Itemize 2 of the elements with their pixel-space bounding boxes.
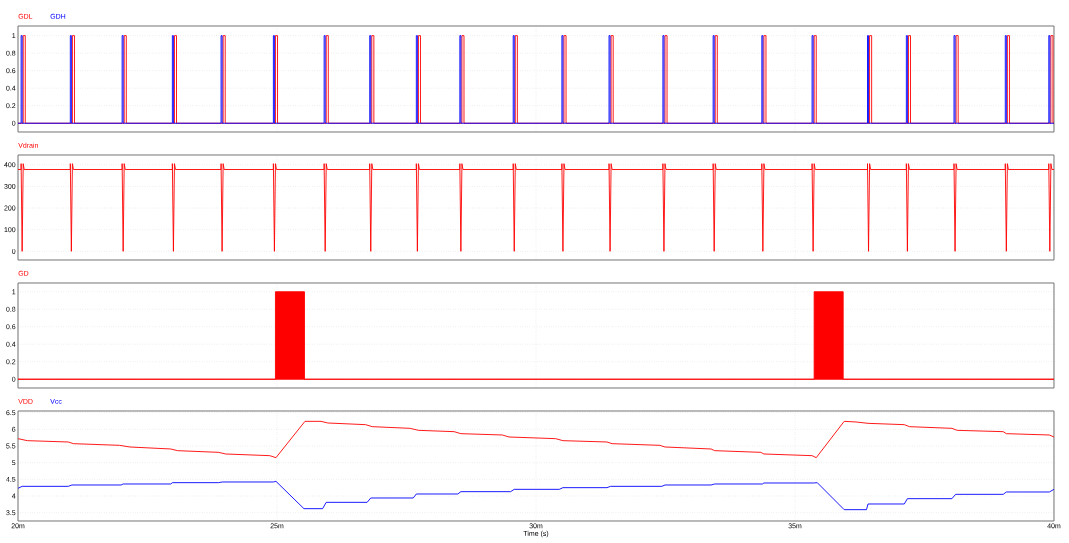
line-series (17, 480, 1055, 511)
line-series (17, 420, 1055, 459)
